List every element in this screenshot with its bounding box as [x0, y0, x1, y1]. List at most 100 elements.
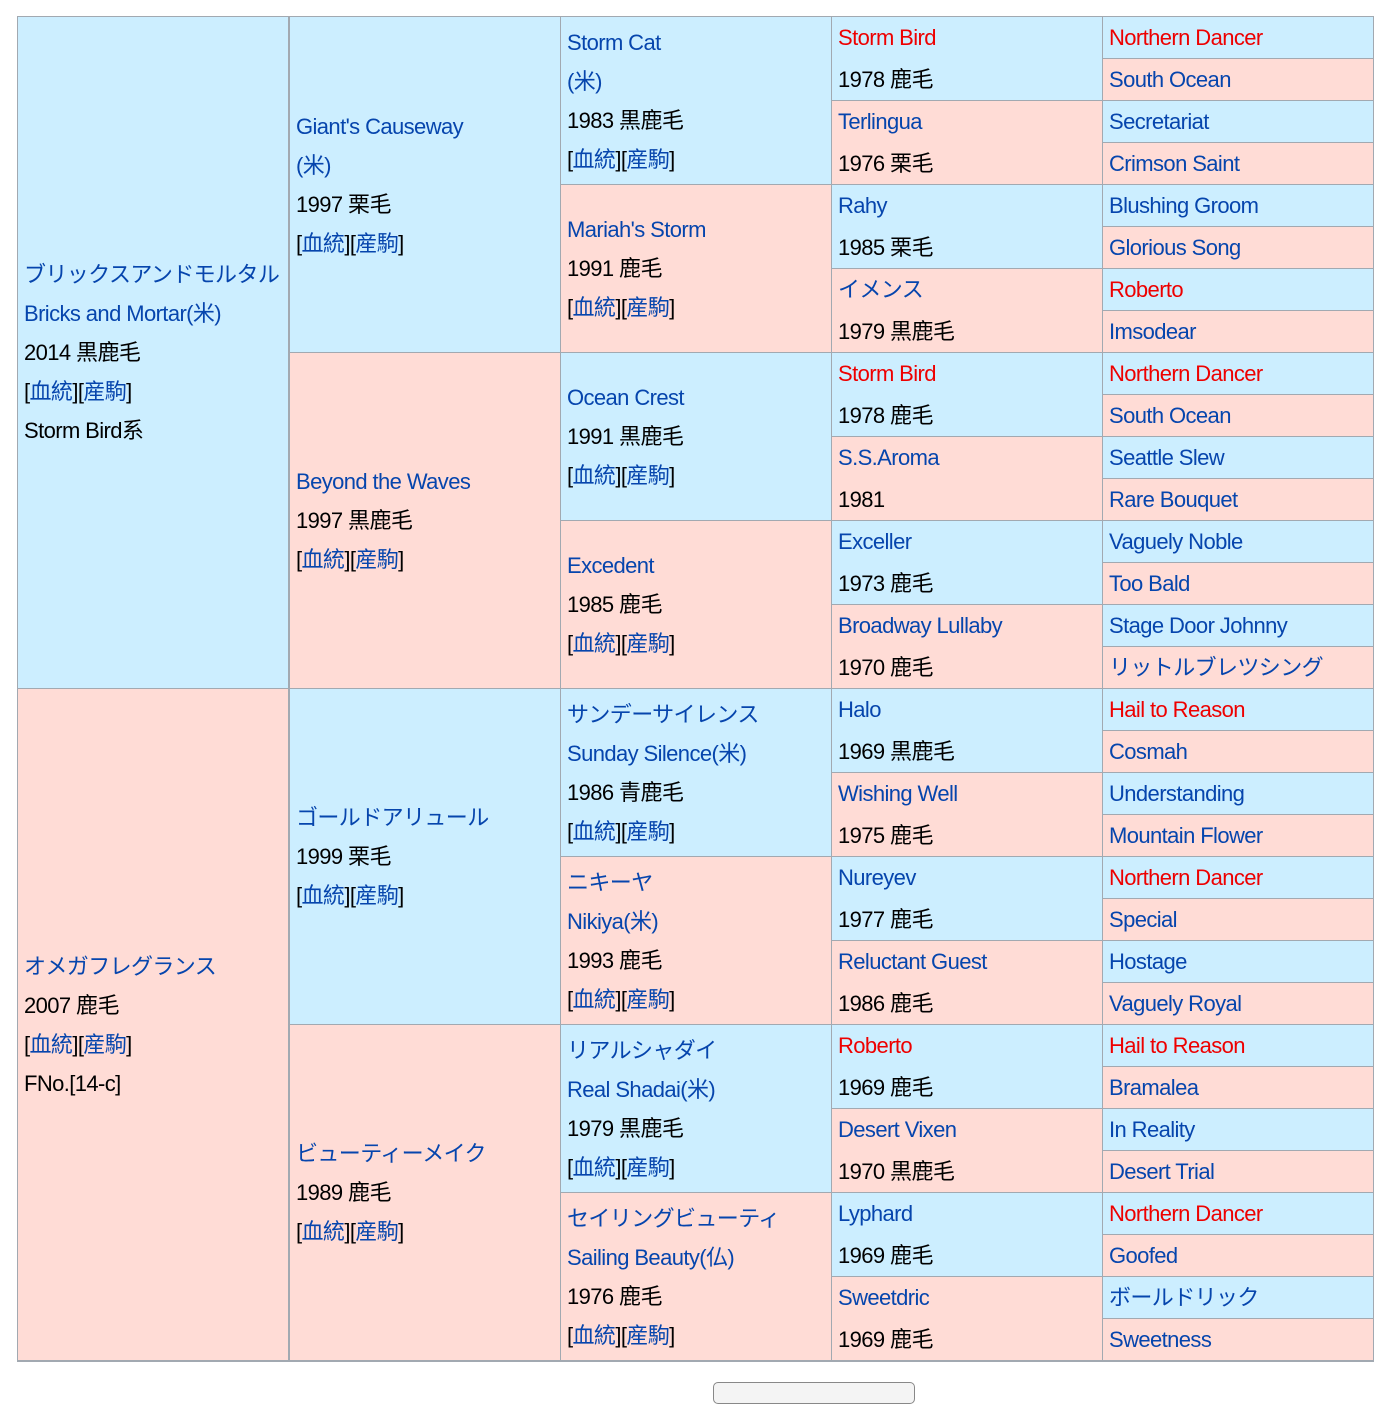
horse-name-link[interactable]: オメガフレグランス: [24, 953, 217, 979]
horse-name-link[interactable]: Storm Bird: [838, 360, 937, 386]
horse-name-link[interactable]: Storm Bird: [838, 24, 937, 50]
horse-name-link[interactable]: ゴールドアリュール: [296, 805, 489, 830]
pedigree-link[interactable]: 血統: [572, 146, 616, 172]
pedigree-link[interactable]: 血統: [572, 1322, 616, 1348]
horse-name-link[interactable]: (米): [567, 68, 602, 94]
horse-name-link[interactable]: Northern Dancer: [1109, 24, 1263, 50]
horse-name-link[interactable]: リットルブレツシング: [1109, 654, 1324, 680]
horse-name-link[interactable]: Nikiya(米): [567, 908, 659, 934]
horse-name-link[interactable]: Beyond the Waves: [296, 469, 471, 494]
horse-name-link[interactable]: Exceller: [838, 528, 912, 554]
horse-name-link[interactable]: Mariah's Storm: [567, 217, 706, 242]
progeny-link[interactable]: 産駒: [355, 547, 399, 572]
horse-name-link[interactable]: Giant's Causeway: [296, 113, 464, 139]
bottom-button[interactable]: [713, 1382, 915, 1404]
horse-name-link[interactable]: Wishing Well: [838, 780, 958, 806]
pedigree-link[interactable]: 血統: [572, 986, 616, 1012]
horse-name-link[interactable]: Hail to Reason: [1109, 696, 1246, 722]
horse-name-link[interactable]: Real Shadai(米): [567, 1076, 716, 1102]
horse-name-link[interactable]: Desert Vixen: [838, 1116, 957, 1142]
horse-name-link[interactable]: Ocean Crest: [567, 385, 685, 410]
horse-name-link[interactable]: Sweetness: [1109, 1326, 1212, 1352]
horse-name-link[interactable]: In Reality: [1109, 1116, 1195, 1142]
horse-name-link[interactable]: Vaguely Noble: [1109, 528, 1243, 554]
horse-name-link[interactable]: Northern Dancer: [1109, 1200, 1263, 1226]
horse-name-link[interactable]: Northern Dancer: [1109, 360, 1263, 386]
progeny-link[interactable]: 産駒: [83, 379, 127, 404]
horse-name-link[interactable]: Sailing Beauty(仏): [567, 1244, 735, 1270]
horse-name-link[interactable]: Lyphard: [838, 1200, 913, 1226]
progeny-link[interactable]: 産駒: [626, 986, 670, 1012]
horse-name-link[interactable]: Hostage: [1109, 948, 1187, 974]
horse-name-link[interactable]: Nureyev: [838, 864, 916, 890]
horse-name-link[interactable]: Crimson Saint: [1109, 150, 1240, 176]
progeny-link[interactable]: 産駒: [83, 1031, 127, 1057]
horse-name-link[interactable]: Sweetdric: [838, 1284, 930, 1310]
horse-name: Understanding: [1109, 774, 1373, 814]
horse-name-link[interactable]: Roberto: [838, 1032, 913, 1058]
horse-name-link[interactable]: South Ocean: [1109, 402, 1231, 428]
pedigree-link[interactable]: 血統: [301, 1219, 345, 1244]
progeny-link[interactable]: 産駒: [626, 1154, 670, 1180]
horse-name-link[interactable]: Secretariat: [1109, 108, 1209, 134]
pedigree-link[interactable]: 血統: [572, 1154, 616, 1180]
horse-name-link[interactable]: Vaguely Royal: [1109, 990, 1242, 1016]
horse-name-link[interactable]: Northern Dancer: [1109, 864, 1263, 890]
progeny-link[interactable]: 産駒: [626, 631, 670, 656]
progeny-link[interactable]: 産駒: [355, 230, 399, 256]
horse-name-link[interactable]: Blushing Groom: [1109, 192, 1259, 218]
horse-name-link[interactable]: South Ocean: [1109, 66, 1231, 92]
horse-name-link[interactable]: Halo: [838, 696, 881, 722]
progeny-link[interactable]: 産駒: [626, 295, 670, 320]
progeny-link[interactable]: 産駒: [355, 1219, 399, 1244]
progeny-link[interactable]: 産駒: [626, 1322, 670, 1348]
horse-name-link[interactable]: Reluctant Guest: [838, 948, 987, 974]
horse-name-link[interactable]: Desert Trial: [1109, 1158, 1215, 1184]
horse-name-link[interactable]: セイリングビューティ: [567, 1205, 780, 1231]
horse-name-link[interactable]: Imsodear: [1109, 318, 1197, 344]
progeny-link[interactable]: 産駒: [355, 883, 399, 908]
horse-name-link[interactable]: Mountain Flower: [1109, 822, 1263, 848]
horse-name-link[interactable]: Stage Door Johnny: [1109, 612, 1288, 638]
horse-name-link[interactable]: Seattle Slew: [1109, 444, 1225, 470]
pedigree-link[interactable]: 血統: [301, 547, 345, 572]
horse-name-link[interactable]: Rare Bouquet: [1109, 486, 1238, 512]
horse-name-link[interactable]: サンデーサイレンス: [567, 701, 759, 727]
progeny-link[interactable]: 産駒: [626, 146, 670, 172]
progeny-link[interactable]: 産駒: [626, 463, 670, 488]
horse-name-link[interactable]: Understanding: [1109, 780, 1245, 806]
horse-name: Lyphard: [838, 1193, 1102, 1235]
horse-name-link[interactable]: リアルシャダイ: [567, 1037, 717, 1063]
pedigree-link[interactable]: 血統: [29, 1031, 73, 1057]
progeny-link[interactable]: 産駒: [626, 818, 670, 844]
horse-name-link[interactable]: ブリックスアンドモルタル: [24, 262, 280, 287]
pedigree-link[interactable]: 血統: [572, 463, 616, 488]
pedigree-link[interactable]: 血統: [301, 883, 345, 908]
horse-name-link[interactable]: Hail to Reason: [1109, 1032, 1246, 1058]
horse-name-link[interactable]: S.S.Aroma: [838, 444, 940, 470]
horse-name-link[interactable]: Roberto: [1109, 276, 1184, 302]
horse-name-link[interactable]: イメンス: [838, 276, 924, 302]
horse-name-link[interactable]: Excedent: [567, 553, 655, 578]
horse-name-link[interactable]: Too Bald: [1109, 570, 1190, 596]
horse-name-link[interactable]: Rahy: [838, 192, 888, 218]
horse-name-link[interactable]: Special: [1109, 906, 1178, 932]
horse-name-link[interactable]: ビューティーメイク: [296, 1141, 487, 1166]
horse-name-link[interactable]: (米): [296, 152, 331, 178]
horse-name-link[interactable]: ボールドリック: [1109, 1284, 1259, 1310]
horse-name-link[interactable]: Broadway Lullaby: [838, 612, 1003, 638]
horse-name-link[interactable]: Bricks and Mortar(米): [24, 301, 222, 326]
pedigree-link[interactable]: 血統: [572, 818, 616, 844]
pedigree-link[interactable]: 血統: [572, 295, 616, 320]
horse-name-link[interactable]: Bramalea: [1109, 1074, 1199, 1100]
horse-name-link[interactable]: Goofed: [1109, 1242, 1178, 1268]
pedigree-link[interactable]: 血統: [301, 230, 345, 256]
horse-name-link[interactable]: Storm Cat: [567, 29, 661, 55]
horse-name-link[interactable]: Cosmah: [1109, 738, 1188, 764]
horse-name-link[interactable]: Terlingua: [838, 108, 922, 134]
horse-name-link[interactable]: Glorious Song: [1109, 234, 1241, 260]
horse-name-link[interactable]: ニキーヤ: [567, 869, 653, 895]
pedigree-link[interactable]: 血統: [29, 379, 73, 404]
horse-name-link[interactable]: Sunday Silence(米): [567, 740, 747, 766]
pedigree-link[interactable]: 血統: [572, 631, 616, 656]
